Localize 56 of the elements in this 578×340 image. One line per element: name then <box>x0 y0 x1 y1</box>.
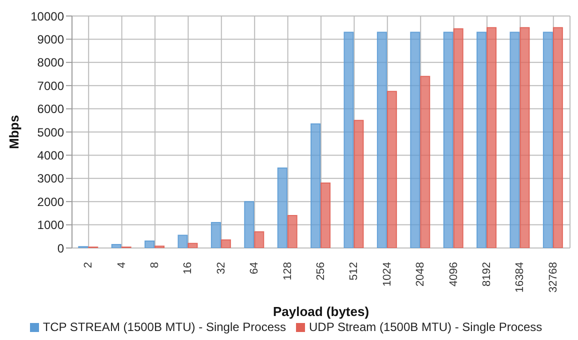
bar <box>552 27 563 248</box>
x-tick-label: 128 <box>282 262 294 280</box>
x-tick-label: 512 <box>348 262 360 280</box>
x-tick-label: 1024 <box>381 262 394 286</box>
y-tick-label: 2000 <box>37 194 64 209</box>
y-tick-label: 3000 <box>37 172 64 186</box>
y-tick-label: 0 <box>57 241 64 256</box>
x-tick-label: 256 <box>315 262 327 280</box>
y-tick-label: 6000 <box>37 102 64 116</box>
y-tick-label: 4000 <box>37 148 64 162</box>
bar <box>287 215 298 248</box>
bar <box>542 32 553 248</box>
x-tick-label: 8 <box>149 262 161 268</box>
x-tick-label: 32 <box>215 262 228 274</box>
x-tick-label: 4096 <box>448 262 460 286</box>
bar <box>453 28 464 248</box>
bar <box>244 201 254 248</box>
bar <box>520 27 530 248</box>
y-tick-label: 7000 <box>37 78 64 93</box>
y-tick-label: 10000 <box>30 9 64 24</box>
bar <box>376 32 387 248</box>
y-tick-label: 8000 <box>37 56 64 70</box>
bar <box>344 32 354 248</box>
legend-label: UDP Stream (1500B MTU) - Single Process <box>309 320 542 334</box>
bar <box>220 239 231 248</box>
bar <box>188 242 198 248</box>
x-axis-title: Payload (bytes) <box>272 304 370 319</box>
bar <box>420 76 430 248</box>
x-tick-label: 4 <box>116 262 128 268</box>
bar <box>320 182 331 248</box>
legend-label: TCP STREAM (1500B MTU) - Single Process <box>42 320 286 334</box>
bar <box>277 167 288 248</box>
bar <box>476 32 487 248</box>
y-tick-label: 1000 <box>37 218 64 232</box>
bar <box>486 27 497 248</box>
x-tick-label: 2 <box>82 262 95 268</box>
bar <box>254 231 264 248</box>
x-tick-label: 16 <box>182 262 194 274</box>
x-tick-label: 8192 <box>481 262 493 286</box>
bar <box>354 120 364 248</box>
x-tick-label: 32768 <box>547 262 560 293</box>
y-tick-label: 5000 <box>37 125 64 140</box>
bar <box>310 123 321 248</box>
bar <box>178 234 188 248</box>
bar <box>386 90 397 248</box>
bar <box>111 244 122 248</box>
bar <box>443 32 454 248</box>
y-axis-title: Mbps <box>6 115 22 149</box>
bar <box>410 32 420 248</box>
x-tick-label: 64 <box>248 262 261 274</box>
bar <box>510 32 520 248</box>
bar <box>210 222 221 248</box>
x-tick-label: 2048 <box>414 262 427 286</box>
x-tick-label: 16384 <box>514 262 526 293</box>
y-tick-label: 9000 <box>37 32 64 46</box>
bar <box>144 240 155 248</box>
